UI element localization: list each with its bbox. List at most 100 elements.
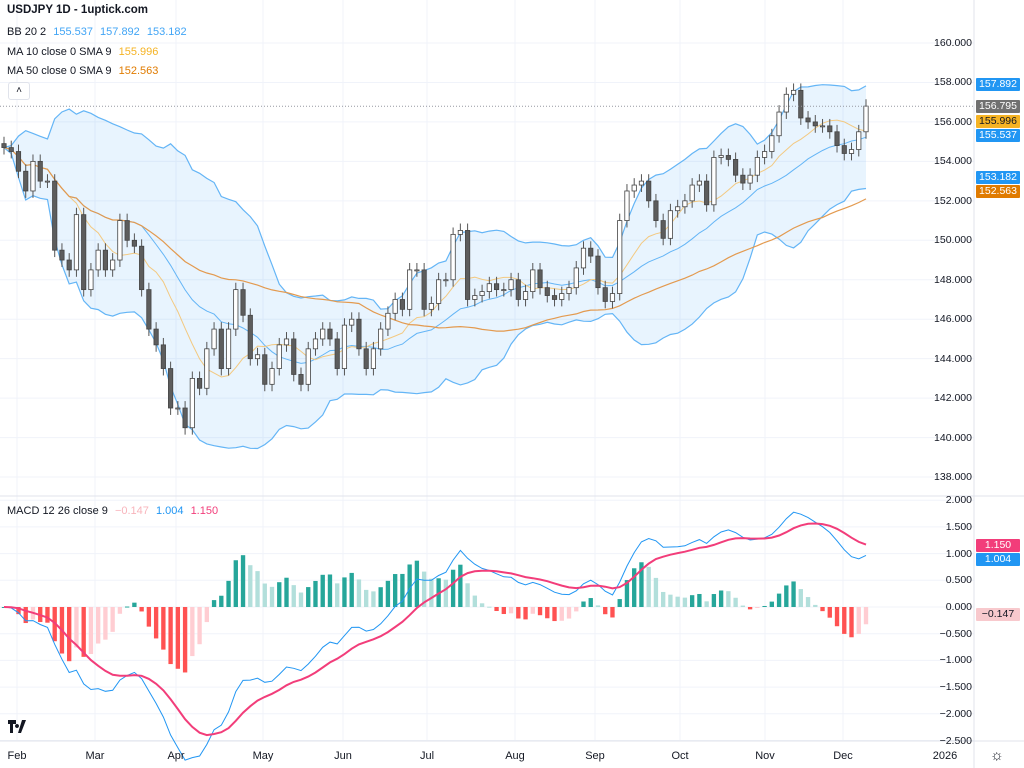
candle-body <box>211 328 217 350</box>
macd-histogram-bar <box>834 607 840 627</box>
candle-body <box>559 293 565 300</box>
candle <box>385 306 391 336</box>
macd-histogram-bar <box>298 592 304 607</box>
candle <box>602 280 608 309</box>
macd-histogram-bar <box>863 607 869 625</box>
candle <box>117 213 123 267</box>
candle-body <box>718 155 724 158</box>
candle <box>189 371 195 435</box>
macd-histogram-bar <box>190 607 195 657</box>
macd-histogram-bar <box>653 577 659 607</box>
candle-body <box>465 230 471 300</box>
macd-histogram-bar <box>356 579 362 607</box>
candle <box>711 150 717 212</box>
macd-histogram-bar <box>617 599 622 607</box>
macd-histogram-bar <box>313 580 318 607</box>
candle <box>139 239 145 297</box>
candle-body <box>370 348 377 369</box>
macd-tick-label: −1.500 <box>939 681 972 694</box>
x-tick-label: May <box>252 750 274 762</box>
candle <box>501 282 507 297</box>
candle-body <box>501 289 507 292</box>
candle <box>841 138 847 161</box>
candle <box>863 99 869 139</box>
candle <box>580 241 587 275</box>
candle-body <box>88 269 94 291</box>
candle-body <box>479 291 485 296</box>
candle-body <box>493 283 500 291</box>
candle-body <box>798 89 804 119</box>
macd-histogram-bar <box>682 597 688 607</box>
collapse-legend-button[interactable]: ˄ <box>8 82 30 100</box>
candle <box>682 193 688 214</box>
candle <box>341 318 348 376</box>
macd-histogram-bar <box>516 607 521 619</box>
macd-histogram-bar <box>124 606 130 608</box>
bb-upper-value: 157.892 <box>100 26 140 38</box>
candle <box>704 174 710 212</box>
macd-histogram-bar <box>74 607 79 648</box>
candle-body <box>399 299 405 310</box>
candle-body <box>675 206 681 212</box>
candle <box>211 322 217 356</box>
candle <box>8 140 14 159</box>
candle <box>522 284 529 307</box>
tradingview-logo[interactable] <box>8 720 30 737</box>
candle <box>66 253 72 277</box>
macd-histogram-bar <box>632 568 637 607</box>
candle-body <box>240 289 246 316</box>
bb-upper-line <box>3 84 867 310</box>
candle <box>370 341 377 376</box>
macd-histogram-bar <box>472 595 478 607</box>
candle-body <box>160 344 166 369</box>
candle <box>160 337 166 376</box>
candle-body <box>334 338 340 369</box>
candle-body <box>624 190 630 221</box>
macd-histogram-bar <box>204 607 209 623</box>
candle-body <box>667 210 673 239</box>
candle-body <box>102 249 108 271</box>
candle <box>544 280 550 303</box>
gear-icon[interactable]: ☼ <box>990 747 1004 764</box>
macd-legend[interactable]: MACD 12 26 close 9 −0.147 1.004 1.150 <box>7 505 222 517</box>
candle <box>131 233 137 254</box>
macd-histogram-bar <box>385 580 391 607</box>
bb-legend[interactable]: BB 20 2 155.537 157.892 153.182 <box>7 26 191 38</box>
candle-body <box>124 220 130 241</box>
candle <box>291 332 297 382</box>
macd-histogram-bar <box>327 574 333 607</box>
macd-histogram-bar <box>610 607 615 618</box>
candle-body <box>378 328 384 350</box>
macd-histogram-bar <box>791 581 796 607</box>
candle <box>197 371 203 396</box>
candle-body <box>653 200 659 221</box>
candle-body <box>153 328 159 346</box>
macd-histogram-bar <box>458 564 463 607</box>
price-tick-label: 152.000 <box>934 194 972 207</box>
macd-histogram-bar <box>530 607 535 614</box>
candle-body <box>81 214 87 291</box>
price-tick-label: 148.000 <box>934 273 972 286</box>
candle-body <box>66 259 72 271</box>
candle <box>334 332 340 376</box>
candle <box>776 105 782 143</box>
candle-body <box>566 287 572 294</box>
ma10-legend[interactable]: MA 10 close 0 SMA 9 155.996 <box>7 46 162 58</box>
candle-body <box>530 269 536 292</box>
x-tick-label: Sep <box>585 750 605 762</box>
candle <box>247 308 253 366</box>
price-tag: 152.563 <box>976 185 1020 199</box>
x-tick-label: Dec <box>833 750 853 762</box>
x-tick-label: Mar <box>85 750 105 762</box>
ma50-legend[interactable]: MA 50 close 0 SMA 9 152.563 <box>7 65 162 77</box>
macd-signal-value: 1.150 <box>190 505 219 517</box>
candle <box>102 243 108 277</box>
candle-body <box>197 378 203 389</box>
macd-histogram-bar <box>168 607 173 665</box>
macd-histogram-value: −0.147 <box>114 505 149 517</box>
candle-body <box>218 328 224 369</box>
candle-body <box>320 328 326 340</box>
macd-histogram-bar <box>552 607 557 622</box>
macd-histogram-bar <box>508 607 514 614</box>
